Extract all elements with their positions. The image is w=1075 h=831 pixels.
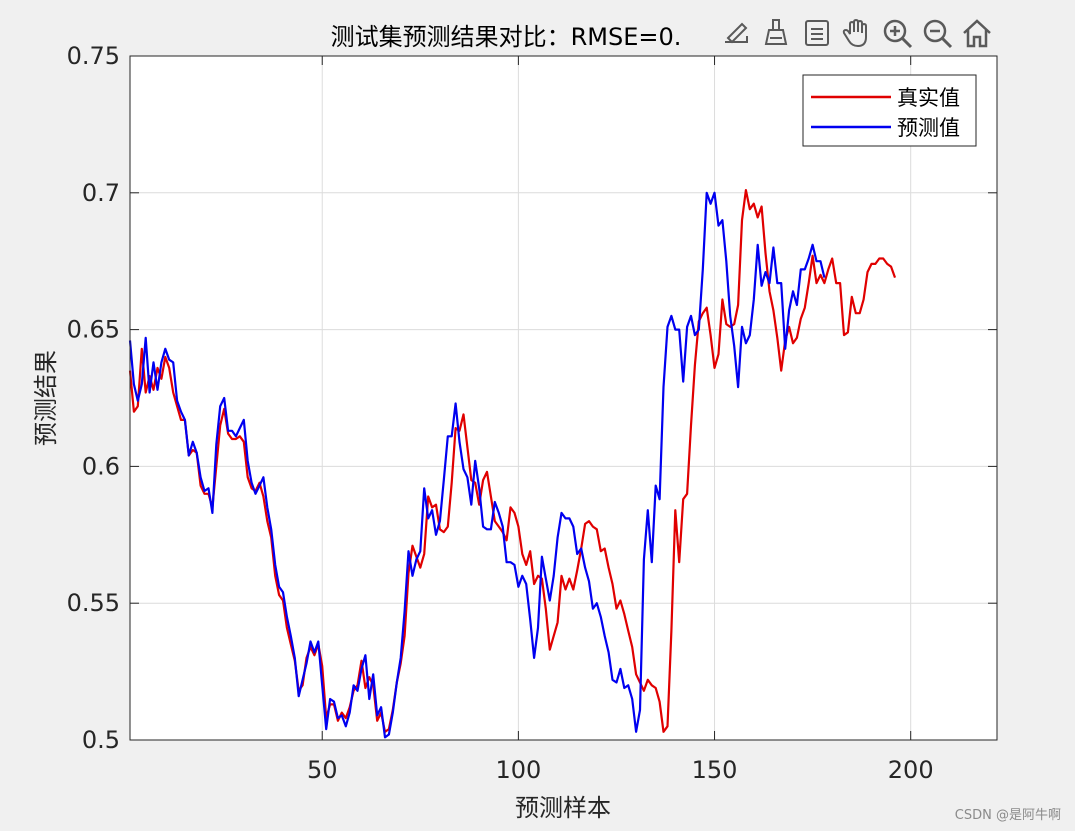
x-tick-label: 100 [495, 756, 541, 784]
y-tick-label: 0.5 [82, 726, 120, 754]
grid-lines [130, 56, 997, 740]
axes-background[interactable] [130, 56, 997, 740]
legend-box [802, 74, 977, 147]
pan-icon[interactable] [842, 18, 867, 48]
y-tick-label: 0.6 [82, 452, 120, 480]
y-tick-label: 0.55 [67, 589, 120, 617]
home-icon[interactable] [963, 19, 991, 48]
legend-label-true: 真实值 [897, 86, 960, 110]
axes-frame [129, 55, 998, 741]
chart-title: 测试集预测结果对比：RMSE=0. [331, 23, 682, 51]
y-tick-label: 0.7 [82, 179, 120, 207]
watermark: CSDN @是阿牛啊 [954, 808, 1061, 823]
axis-ticks [130, 55, 997, 741]
series-line-predicted [128, 191, 826, 739]
zoom-out-icon[interactable] [923, 19, 953, 49]
tick-labels: 50 100 150 200 0.5 0.55 0.6 0.65 0.7 0.75 [67, 42, 934, 784]
y-axis-label: 预测结果 [32, 350, 60, 446]
y-tick-label: 0.75 [67, 42, 120, 70]
brush-icon[interactable] [764, 19, 788, 45]
datatip-icon[interactable] [805, 20, 829, 46]
x-tick-label: 150 [692, 756, 738, 784]
x-axis-label: 预测样本 [515, 794, 611, 822]
export-icon[interactable] [725, 22, 748, 44]
x-tick-label: 50 [307, 756, 338, 784]
zoom-in-icon[interactable] [883, 19, 913, 49]
x-tick-label: 200 [888, 756, 934, 784]
legend: 真实值 预测值 [802, 74, 977, 147]
axes-toolbar [716, 14, 1000, 50]
series-line-true [128, 189, 897, 733]
legend-label-predicted: 预测值 [897, 116, 960, 140]
series-layer [128, 189, 897, 739]
y-tick-label: 0.65 [67, 316, 120, 344]
